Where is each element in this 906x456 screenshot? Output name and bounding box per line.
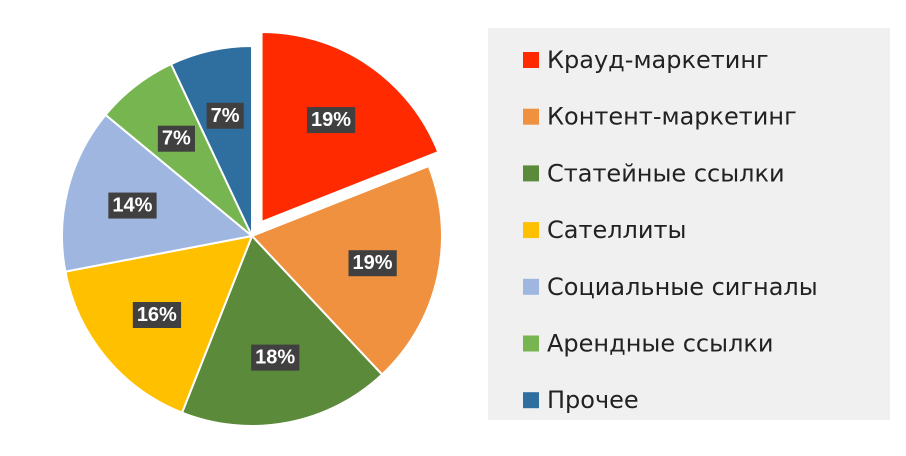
legend-label: Контент-маркетинг [547, 103, 797, 131]
data-label: 16% [137, 304, 177, 326]
legend-swatch [523, 335, 539, 352]
legend-swatch [523, 52, 539, 68]
data-label: 19% [311, 109, 351, 131]
legend-swatch [523, 108, 539, 125]
legend-swatch [523, 392, 539, 409]
data-label-background [132, 302, 182, 329]
data-label: 14% [112, 195, 152, 217]
data-label-background [251, 344, 300, 371]
legend-label: Сателлиты [547, 216, 686, 244]
legend-swatch [523, 165, 539, 182]
data-label-background [206, 102, 244, 129]
pie-slice [250, 164, 443, 376]
data-label-background [348, 250, 397, 277]
data-label-background [108, 192, 157, 219]
data-label: 7% [211, 105, 240, 127]
legend-label: Прочее [547, 386, 639, 414]
data-label: 18% [255, 347, 295, 369]
legend-swatch [523, 222, 539, 239]
legend-swatch [523, 278, 539, 295]
legend-label: Социальные сигналы [547, 273, 818, 301]
data-label: 19% [353, 252, 393, 274]
legend-background [488, 28, 890, 420]
legend-label: Крауд-маркетинг [547, 46, 769, 74]
pie-slice [180, 234, 384, 427]
legend-label: Арендные ссылки [547, 330, 774, 358]
data-label-background [306, 107, 356, 134]
pie-slice [169, 44, 253, 237]
data-label: 7% [162, 128, 191, 150]
pie-slice [61, 113, 255, 273]
data-label-background [157, 125, 195, 152]
legend-label: Статейные ссылки [547, 159, 785, 187]
